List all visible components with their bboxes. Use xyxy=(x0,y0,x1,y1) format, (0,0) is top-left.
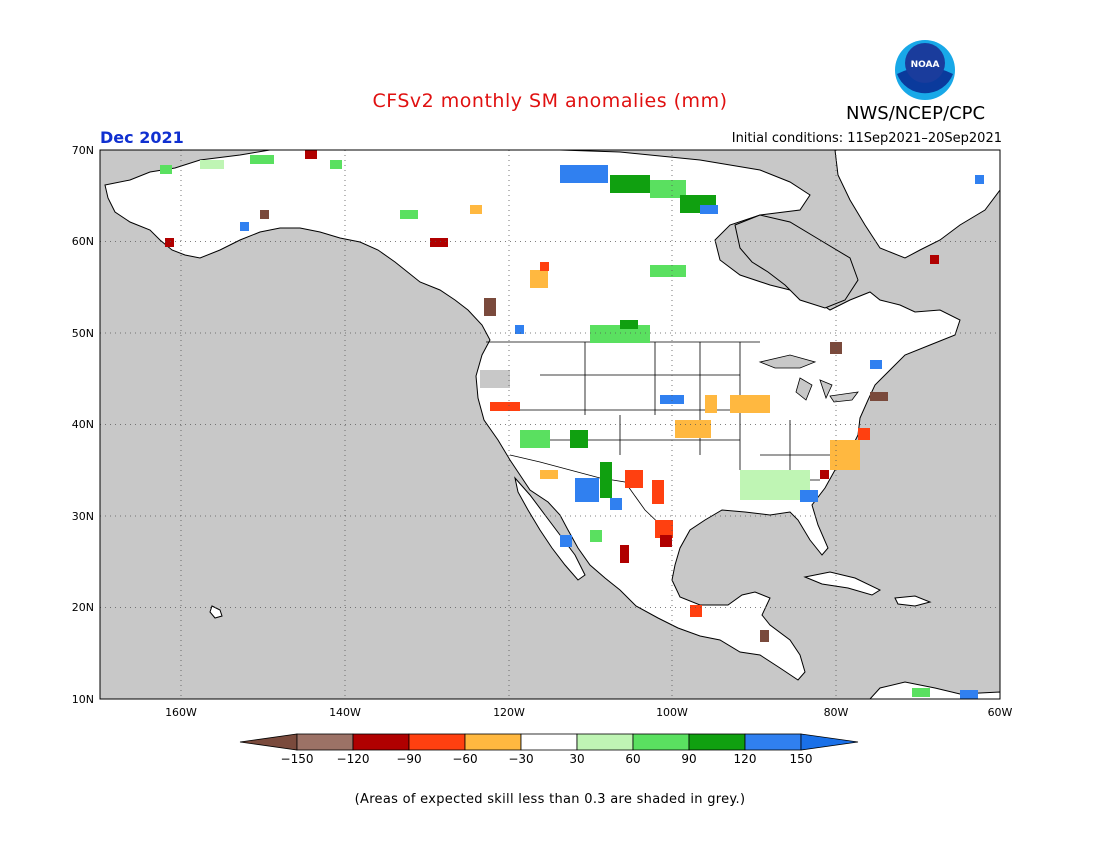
colorbar-label: 90 xyxy=(681,752,696,766)
lon-axis: 160W 140W 120W 100W 80W 60W xyxy=(165,706,1012,719)
lat-label: 70N xyxy=(72,144,94,157)
colorbar-label: −150 xyxy=(281,752,314,766)
lon-label: 120W xyxy=(493,706,525,719)
lat-label: 50N xyxy=(72,327,94,340)
colorbar-bin xyxy=(632,733,690,751)
colorbar-label: −30 xyxy=(508,752,533,766)
lon-label: 80W xyxy=(824,706,849,719)
lat-label: 20N xyxy=(72,601,94,614)
colorbar-bin xyxy=(576,733,634,751)
anomaly-cells xyxy=(160,150,984,699)
colorbar-bin xyxy=(464,733,522,751)
colorbar-label: −90 xyxy=(396,752,421,766)
great-lakes xyxy=(758,354,859,403)
lat-label: 60N xyxy=(72,235,94,248)
map-title: CFSv2 monthly SM anomalies (mm) xyxy=(372,90,728,112)
colorbar-label: −120 xyxy=(337,752,370,766)
colorbar: −150 −120 −90 −60 −30 30 60 90 120 150 xyxy=(239,733,859,766)
colorbar-label: 30 xyxy=(569,752,584,766)
lat-label: 30N xyxy=(72,510,94,523)
colorbar-min-arrow xyxy=(239,733,298,751)
map-frame xyxy=(99,149,1001,700)
noaa-logo-text: NOAA xyxy=(911,60,940,70)
footnote: (Areas of expected skill less than 0.3 a… xyxy=(354,792,746,807)
colorbar-label: 60 xyxy=(625,752,640,766)
greenland xyxy=(834,150,1000,259)
hawaii xyxy=(209,605,223,619)
lon-label: 140W xyxy=(329,706,361,719)
baja-california xyxy=(514,476,586,581)
valid-month-label: Dec 2021 xyxy=(100,128,184,147)
colorbar-max-arrow xyxy=(800,733,859,751)
colorbar-bin xyxy=(688,733,746,751)
noaa-logo: NOAA xyxy=(895,40,955,100)
colorbar-bin xyxy=(352,733,410,751)
lat-label: 40N xyxy=(72,418,94,431)
hudson-bay xyxy=(734,214,859,309)
colorbar-label: 120 xyxy=(734,752,757,766)
colorbar-label: −60 xyxy=(452,752,477,766)
hispaniola xyxy=(894,595,932,607)
colorbar-bin xyxy=(744,733,802,751)
lat-axis: 70N 60N 50N 40N 30N 20N 10N xyxy=(72,144,94,706)
cuba xyxy=(803,571,882,596)
graticule xyxy=(100,150,1000,699)
lon-label: 100W xyxy=(656,706,688,719)
lat-label: 10N xyxy=(72,693,94,706)
colorbar-bin xyxy=(408,733,466,751)
colorbar-bin xyxy=(296,733,354,751)
colorbar-label: 150 xyxy=(790,752,813,766)
lon-label: 160W xyxy=(165,706,197,719)
initial-conditions-label: Initial conditions: 11Sep2021–20Sep2021 xyxy=(731,131,1002,146)
north-america-landmass xyxy=(104,150,961,681)
agency-label: NWS/NCEP/CPC xyxy=(846,103,986,124)
colorbar-bin xyxy=(520,733,578,751)
lon-label: 60W xyxy=(988,706,1013,719)
